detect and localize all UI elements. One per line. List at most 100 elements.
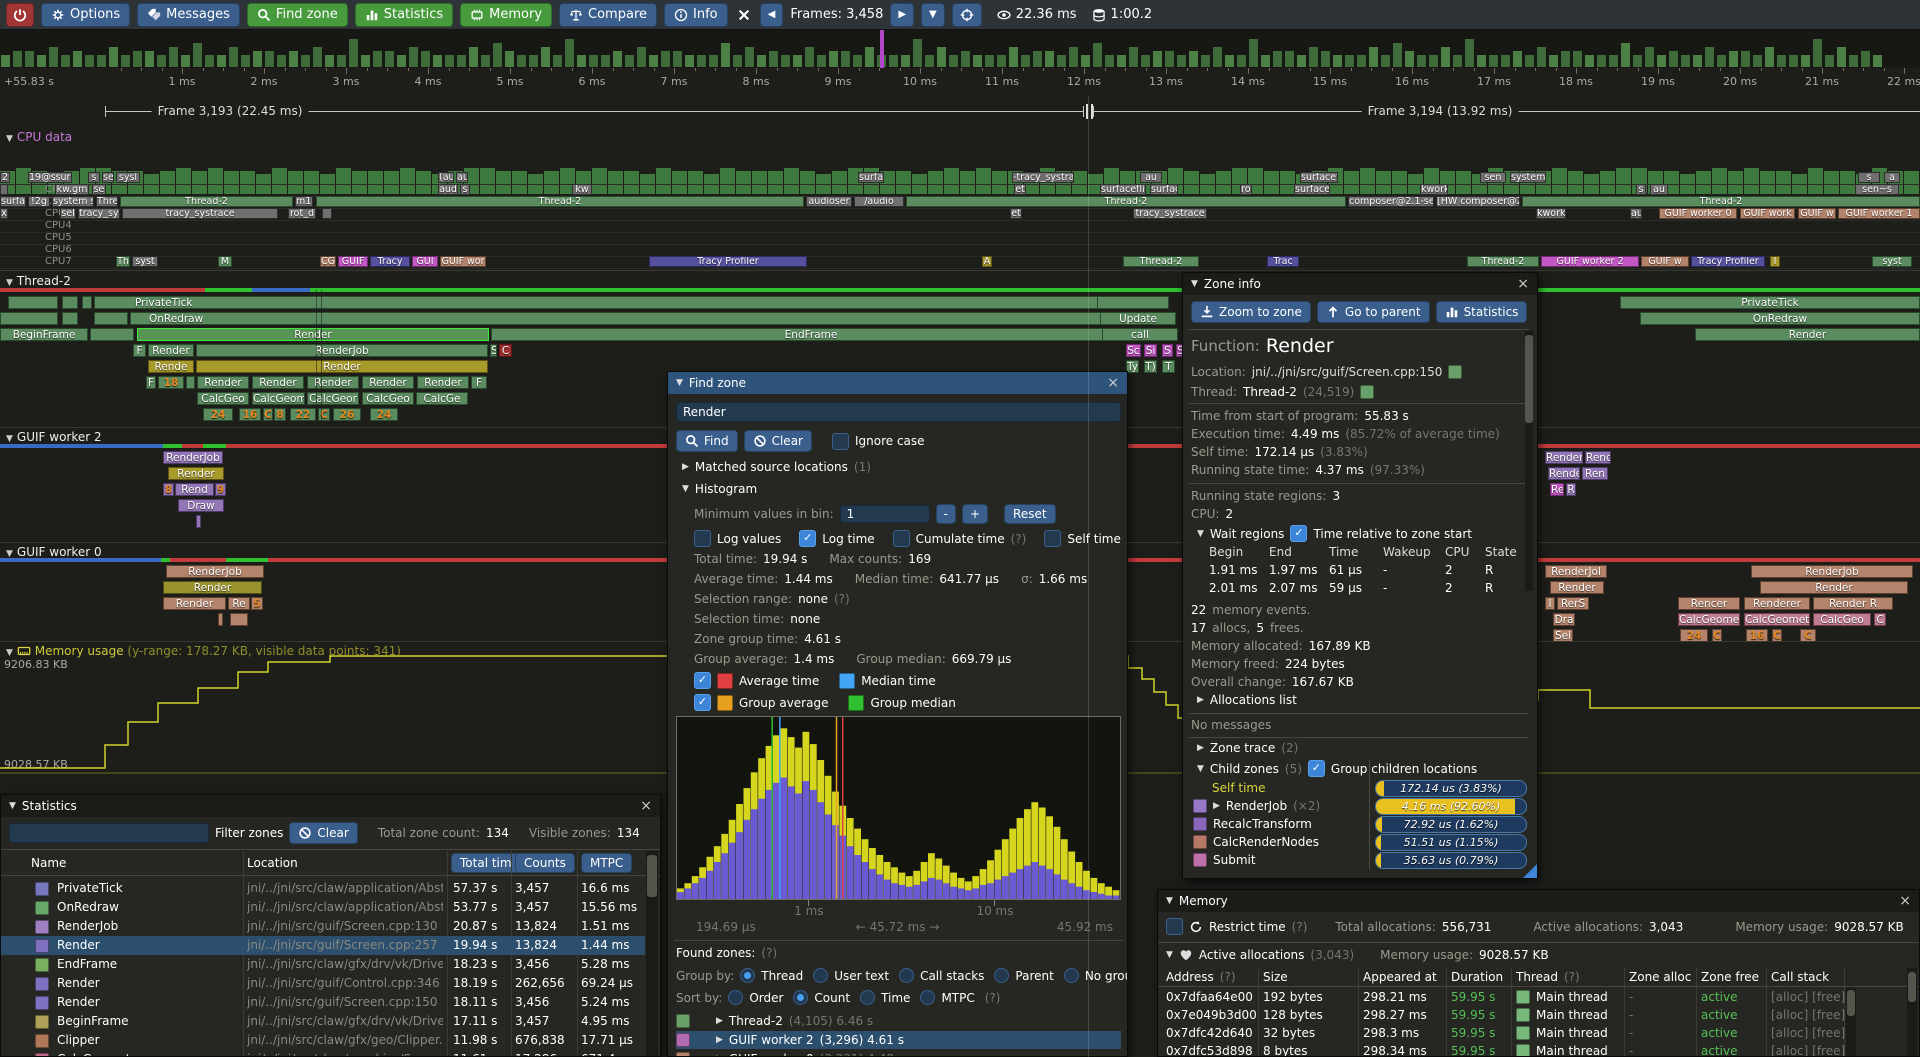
zone[interactable]: et <box>1010 208 1022 219</box>
frame-bar[interactable] <box>289 51 298 67</box>
cpu-data-header[interactable]: ▼CPU data <box>6 130 72 144</box>
zone[interactable]: system_s <box>1510 172 1546 183</box>
frame-bar[interactable] <box>1525 55 1534 67</box>
frame-bar[interactable] <box>1393 43 1402 67</box>
zone[interactable]: Renderer <box>1744 597 1810 610</box>
group-children-checkbox[interactable]: ✓ <box>1308 760 1325 777</box>
zone[interactable]: Rend <box>1585 451 1611 464</box>
frame-bar[interactable] <box>469 47 478 67</box>
statistics-row[interactable]: OnRedrawjni/../jni/src/claw/application/… <box>1 898 645 917</box>
find-zone-titlebar[interactable]: ▼Find zone× <box>668 372 1127 394</box>
mem-col-header[interactable]: Size <box>1263 970 1288 984</box>
frame-bar[interactable] <box>1249 39 1258 67</box>
frame-bar[interactable] <box>685 55 694 67</box>
zone[interactable]: aud <box>438 184 458 195</box>
sort-by-radio[interactable] <box>920 990 935 1005</box>
zone[interactable]: kw <box>572 184 592 195</box>
zone[interactable]: 5 <box>251 597 263 610</box>
zone[interactable]: PrivateTick <box>94 296 1128 309</box>
frame-bar[interactable] <box>1621 43 1630 67</box>
zone[interactable]: Re <box>228 597 250 610</box>
zone[interactable]: se <box>92 184 106 195</box>
frame-bar[interactable] <box>829 51 838 67</box>
frame-bar[interactable] <box>649 55 658 67</box>
zone[interactable]: Th <box>116 256 130 267</box>
min-bin-input[interactable]: 1 <box>840 505 930 523</box>
frame-bar[interactable] <box>1369 47 1378 67</box>
statistics-row[interactable]: RenderJobjni/../jni/src/guif/Screen.cpp:… <box>1 917 645 936</box>
zone[interactable]: au <box>1650 184 1668 195</box>
frame-bar[interactable] <box>1609 55 1618 67</box>
zone[interactable]: I <box>1770 256 1780 267</box>
alloc-call-stack[interactable]: [alloc] [free] <box>1771 1008 1845 1022</box>
memory-close-button[interactable]: × <box>1899 893 1911 909</box>
zone[interactable]: 8 <box>163 483 174 496</box>
frame-bar[interactable] <box>265 51 274 67</box>
frame-bar[interactable] <box>1189 51 1198 67</box>
legend-checkbox[interactable]: ✓ <box>694 694 711 711</box>
frame-bar[interactable] <box>925 55 934 67</box>
zone[interactable]: tracy_systrace <box>122 208 278 219</box>
zone[interactable]: 16 <box>239 408 261 421</box>
zone[interactable]: Render <box>1550 581 1604 594</box>
zone[interactable] <box>0 184 8 195</box>
child-zone-row[interactable]: RecalcTransform <box>1193 816 1312 832</box>
zone[interactable]: 2 <box>0 172 10 183</box>
option-checkbox-0[interactable] <box>694 530 711 547</box>
zone[interactable]: CalcGe <box>416 392 468 405</box>
frame-bar[interactable] <box>1849 55 1858 67</box>
option-checkbox-3[interactable] <box>1044 530 1061 547</box>
frame-bar[interactable] <box>1357 55 1366 67</box>
compare-button[interactable]: Compare <box>559 3 657 27</box>
zone[interactable]: sysl <box>116 172 140 183</box>
frame-bar[interactable] <box>1669 51 1678 67</box>
frame-bar[interactable] <box>193 43 202 67</box>
zone[interactable]: syst <box>132 256 158 267</box>
zone[interactable]: C <box>263 408 273 421</box>
wait-col-header[interactable]: CPU <box>1445 545 1469 559</box>
zone-info-close-button[interactable]: × <box>1517 276 1529 292</box>
zone[interactable]: F <box>146 376 156 389</box>
zone[interactable]: CalcGeor <box>307 392 359 405</box>
zone[interactable]: Render <box>163 597 226 610</box>
legend-checkbox[interactable]: ✓ <box>694 672 711 689</box>
find-zone-button[interactable]: Find zone <box>247 3 348 27</box>
zone[interactable]: Render <box>1760 581 1908 594</box>
frame-bar[interactable] <box>481 55 490 67</box>
zone[interactable]: R <box>1566 483 1576 496</box>
histogram-section-header[interactable]: ▼Histogram <box>682 482 757 496</box>
frame-bar[interactable] <box>1009 47 1018 67</box>
frame-bar[interactable] <box>1573 51 1582 67</box>
zone[interactable]: composer@2.1-se <box>1348 196 1434 207</box>
zone[interactable]: C <box>1874 613 1886 626</box>
goto-frame-button[interactable] <box>952 3 982 27</box>
zoom-to-zone-button[interactable]: Zoom to zone <box>1191 301 1311 323</box>
zone[interactable]: s <box>1858 172 1880 183</box>
memory-scroll-thumb[interactable] <box>1847 990 1855 1016</box>
zone[interactable]: Render <box>196 360 488 373</box>
thread-header-guif-worker-2[interactable]: ▼GUIF worker 2 <box>6 430 102 444</box>
frame-bar[interactable] <box>1045 51 1054 67</box>
zone[interactable]: Thread-2 <box>1522 196 1920 207</box>
frame-bar[interactable] <box>373 51 382 67</box>
frame-bar[interactable] <box>1417 55 1426 67</box>
frame-bar[interactable] <box>1645 47 1654 67</box>
frame-bar[interactable] <box>673 51 682 67</box>
frame-bar[interactable] <box>733 55 742 67</box>
zone[interactable]: T) <box>1144 360 1157 373</box>
frame-bar[interactable] <box>997 55 1006 67</box>
frame-bar[interactable] <box>217 55 226 67</box>
frame-bar[interactable] <box>1717 55 1726 67</box>
frame-bar[interactable] <box>1069 47 1078 67</box>
zone[interactable]: GUIF worker 0 <box>1659 208 1737 219</box>
zone[interactable]: RenderJob <box>1751 565 1913 578</box>
ignore-case-checkbox[interactable] <box>832 433 849 450</box>
frame-bar[interactable] <box>1117 55 1126 67</box>
group-by-radio[interactable] <box>813 968 828 983</box>
frame-bar[interactable] <box>397 55 406 67</box>
zone[interactable]: CalcGeo <box>197 392 249 405</box>
frame-bar[interactable] <box>1837 47 1846 67</box>
search-input[interactable]: Render <box>676 402 1121 422</box>
zone[interactable]: Sc <box>1126 344 1141 357</box>
frame-bar[interactable] <box>865 47 874 67</box>
